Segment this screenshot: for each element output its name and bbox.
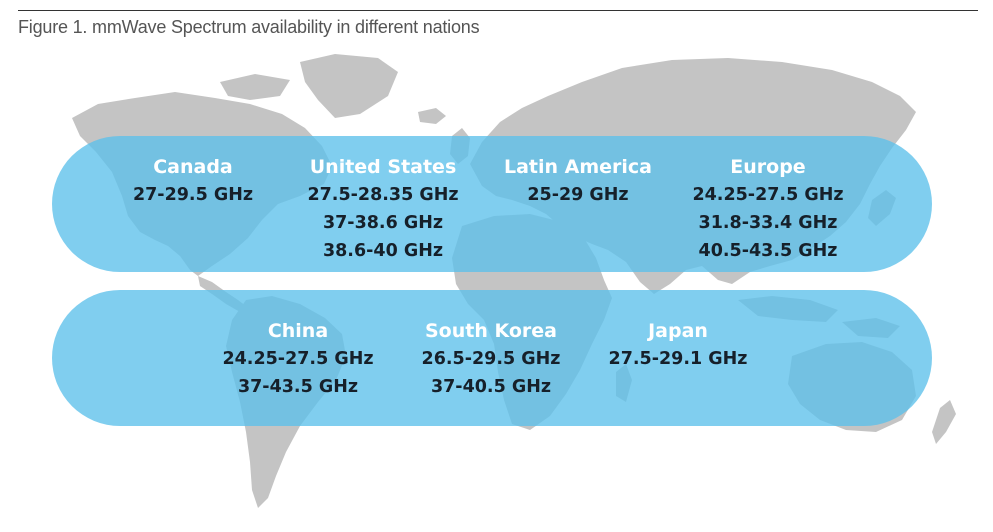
frequency-range: 24.25-27.5 GHz — [222, 349, 374, 369]
region-latin-america: Latin America 25-29 GHz — [504, 154, 652, 209]
frequency-range: 40.5-43.5 GHz — [698, 241, 838, 261]
frequency-range: 24.25-27.5 GHz — [692, 185, 844, 205]
frequency-range: 37-40.5 GHz — [430, 377, 552, 397]
region-name: South Korea — [424, 320, 557, 342]
region-name: China — [267, 320, 329, 342]
region-name: Latin America — [503, 156, 653, 178]
region-south-korea: South Korea 26.5-29.5 GHz 37-40.5 GHz — [422, 318, 561, 401]
region-canada: Canada 27-29.5 GHz — [133, 154, 253, 209]
greenland-landmass — [300, 54, 398, 118]
frequency-range: 38.6-40 GHz — [322, 241, 444, 261]
spectrum-band-bottom — [52, 290, 932, 426]
frequency-range: 27.5-29.1 GHz — [608, 349, 748, 369]
iceland-landmass — [418, 108, 446, 124]
frequency-range: 37-43.5 GHz — [237, 377, 359, 397]
region-china: China 24.25-27.5 GHz 37-43.5 GHz — [222, 318, 373, 401]
spectrum-band-top — [52, 136, 932, 272]
frequency-range: 37-38.6 GHz — [322, 213, 444, 233]
region-name: Japan — [648, 320, 708, 342]
top-rule — [18, 10, 978, 11]
new-zealand-landmass — [932, 400, 956, 444]
region-name: Europe — [730, 156, 806, 178]
frequency-range: 25-29 GHz — [527, 185, 629, 205]
region-united-states: United States 27.5-28.35 GHz 37-38.6 GHz… — [307, 154, 458, 265]
region-europe: Europe 24.25-27.5 GHz 31.8-33.4 GHz 40.5… — [692, 154, 843, 265]
frequency-range: 26.5-29.5 GHz — [421, 349, 561, 369]
region-name: United States — [309, 156, 457, 178]
region-japan: Japan 27.5-29.1 GHz — [609, 318, 748, 373]
figure-caption: Figure 1. mmWave Spectrum availability i… — [18, 17, 480, 37]
frequency-range: 27-29.5 GHz — [132, 185, 254, 205]
frequency-range: 27.5-28.35 GHz — [307, 185, 459, 205]
arctic-islands — [220, 74, 290, 100]
frequency-range: 31.8-33.4 GHz — [698, 213, 838, 233]
region-name: Canada — [153, 156, 233, 178]
